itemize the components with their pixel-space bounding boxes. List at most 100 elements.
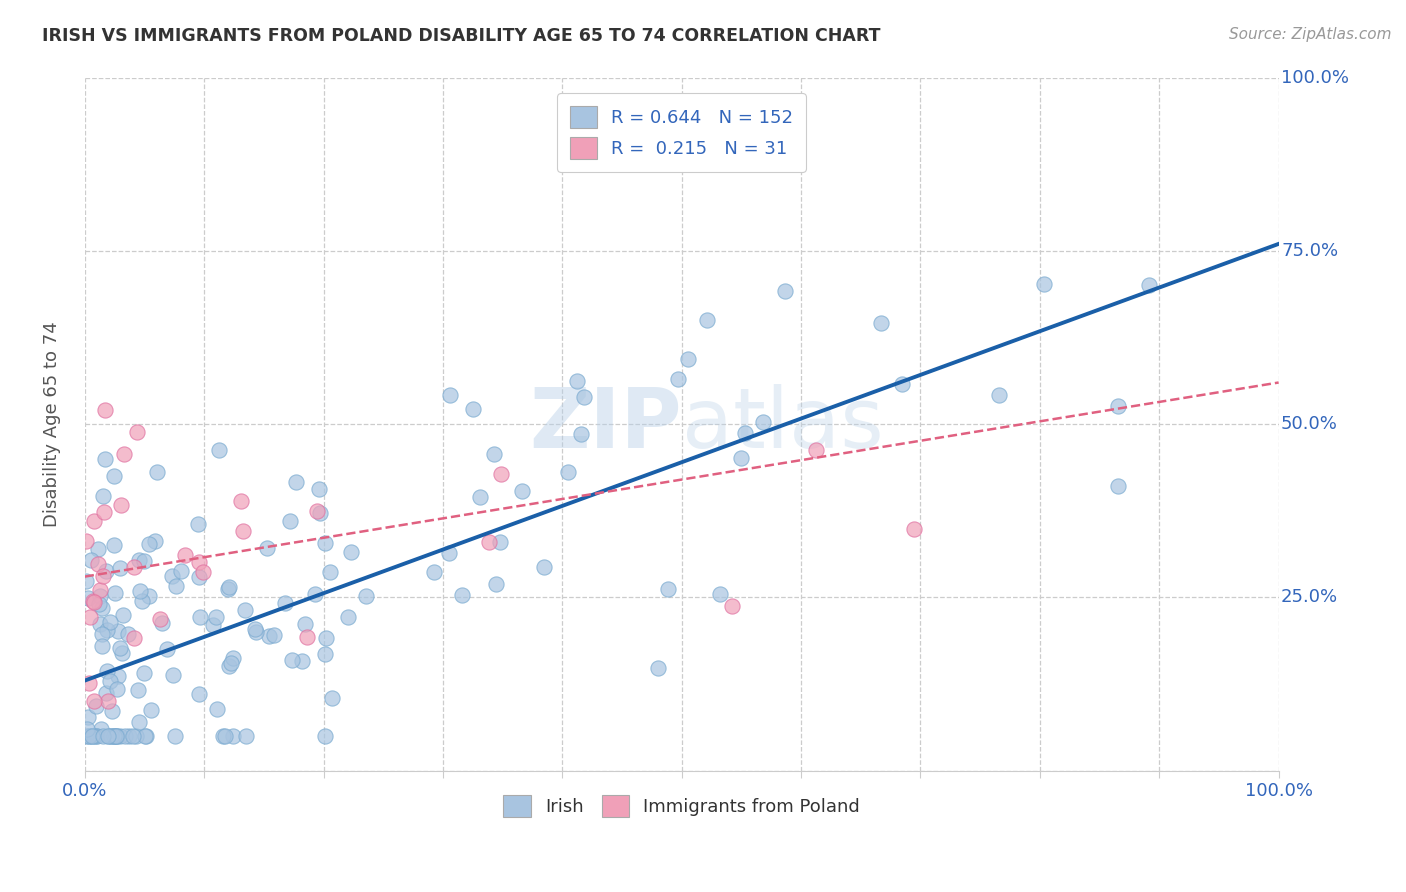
Point (318, 566, 340, 580)
Point (105, 729, 128, 743)
Point (127, 682, 149, 697)
Point (83, 694, 105, 708)
Point (97, 729, 120, 743)
Point (89, 582, 111, 597)
Point (217, 582, 239, 597)
Point (336, 610, 359, 624)
Point (146, 466, 169, 480)
Point (89, 617, 111, 632)
Point (122, 632, 145, 646)
Text: 50.0%: 50.0% (1281, 415, 1339, 434)
Point (245, 623, 267, 637)
Point (111, 647, 134, 661)
Point (117, 729, 139, 743)
Point (305, 504, 328, 518)
Point (132, 665, 155, 680)
Point (76, 723, 98, 737)
Point (569, 426, 592, 441)
Point (470, 490, 492, 504)
Point (149, 612, 172, 626)
Point (98, 615, 121, 629)
Point (155, 641, 177, 656)
Point (138, 537, 160, 551)
Point (90, 601, 112, 615)
Point (188, 570, 211, 584)
Point (730, 450, 752, 465)
Point (657, 582, 679, 597)
Point (173, 548, 195, 562)
Point (91, 489, 114, 503)
Point (294, 616, 316, 631)
Point (91, 627, 114, 641)
Point (314, 647, 336, 661)
Point (572, 390, 595, 404)
Point (231, 494, 253, 508)
Point (752, 416, 775, 430)
Point (354, 589, 377, 603)
Point (489, 535, 512, 549)
Point (315, 632, 337, 646)
Text: ZIP: ZIP (529, 384, 682, 465)
Point (83, 729, 105, 743)
Point (79, 729, 101, 743)
Point (160, 569, 183, 583)
Point (87, 557, 110, 571)
Point (91, 639, 114, 653)
Point (221, 656, 243, 670)
Point (187, 555, 209, 569)
Point (1107, 479, 1129, 493)
Point (212, 729, 235, 743)
Point (720, 599, 742, 614)
Point (308, 483, 330, 497)
Text: 25.0%: 25.0% (1281, 589, 1339, 607)
Point (278, 514, 301, 528)
Point (107, 624, 129, 638)
Point (86, 542, 108, 557)
Point (87, 598, 110, 612)
Text: 100.0%: 100.0% (1281, 69, 1348, 87)
Point (666, 372, 689, 386)
Point (257, 629, 280, 643)
Point (274, 596, 297, 610)
Point (235, 729, 257, 743)
Point (103, 729, 125, 743)
Point (100, 729, 122, 743)
Point (104, 729, 127, 743)
Point (291, 654, 314, 668)
Point (128, 715, 150, 730)
Point (557, 465, 579, 479)
Point (233, 603, 256, 617)
Point (110, 560, 132, 574)
Point (245, 624, 267, 639)
Point (218, 580, 240, 594)
Point (98, 673, 121, 688)
Point (205, 702, 228, 716)
Point (114, 729, 136, 743)
Point (193, 566, 215, 580)
Point (111, 608, 134, 623)
Legend: Irish, Immigrants from Poland: Irish, Immigrants from Poland (496, 788, 868, 824)
Point (84, 729, 107, 743)
Point (461, 402, 484, 417)
Point (870, 316, 893, 330)
Point (86, 729, 108, 743)
Point (1033, 277, 1056, 292)
Point (485, 576, 508, 591)
Point (122, 560, 145, 574)
Point (773, 284, 796, 298)
Point (83, 595, 105, 609)
Point (139, 703, 162, 717)
Point (134, 729, 156, 743)
Point (804, 442, 827, 457)
Point (340, 545, 363, 559)
Text: Source: ZipAtlas.com: Source: ZipAtlas.com (1229, 27, 1392, 42)
Point (489, 467, 512, 481)
Text: atlas: atlas (682, 384, 883, 465)
Point (1107, 399, 1129, 413)
Point (90, 722, 112, 736)
Point (104, 586, 127, 600)
Point (222, 650, 245, 665)
Point (188, 609, 211, 624)
Point (127, 425, 149, 439)
Point (107, 669, 129, 683)
